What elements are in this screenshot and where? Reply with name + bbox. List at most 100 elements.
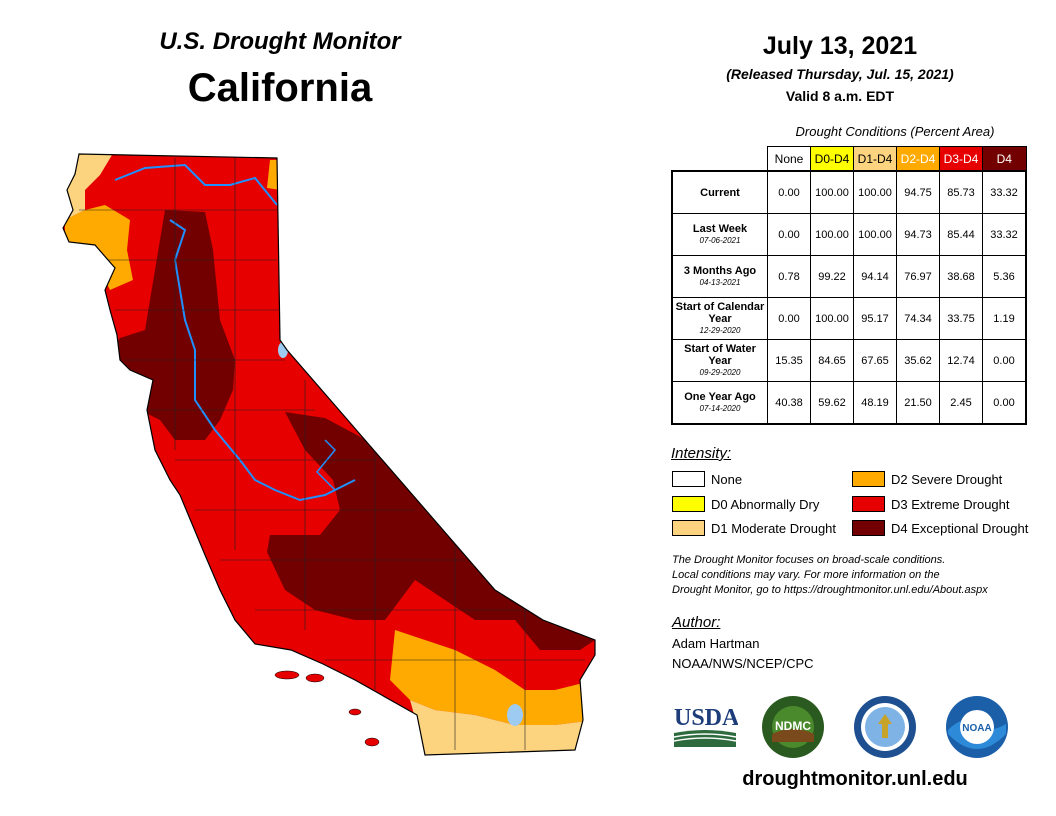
state-title: California: [187, 66, 373, 110]
legend-swatch: [672, 471, 705, 487]
legend-title: Intensity:: [671, 445, 732, 462]
table-row: Start of Water Year 09-29-2020 15.35 84.6…: [671, 339, 1027, 382]
table-cell: 100.00: [853, 170, 897, 214]
table-cell: 15.35: [767, 339, 811, 382]
disclaimer-note: The Drought Monitor focuses on broad-sca…: [672, 553, 1042, 598]
legend-item-d3: D3 Extreme Drought: [852, 494, 1010, 514]
table-cell: 0.00: [767, 170, 811, 214]
table-cell: 5.36: [982, 255, 1027, 298]
legend-label: D1 Moderate Drought: [711, 520, 837, 536]
table-cell: 59.62: [810, 381, 854, 425]
legend-item-d4: D4 Exceptional Drought: [852, 518, 1028, 538]
table-cell: 35.62: [896, 339, 940, 382]
row-label-text: Last Week: [692, 222, 748, 235]
legend-swatch: [672, 496, 705, 512]
row-date: 04-13-2021: [699, 277, 741, 287]
table-cell: 33.32: [982, 170, 1027, 214]
legend-item-d0: D0 Abnormally Dry: [672, 494, 819, 514]
note-line: Local conditions may vary. For more info…: [672, 569, 940, 581]
table-cell: 12.74: [939, 339, 983, 382]
legend-label: D2 Severe Drought: [891, 471, 1003, 487]
row-date: 07-14-2020: [699, 403, 741, 413]
channel-island: [305, 673, 325, 683]
row-date: 09-29-2020: [699, 367, 741, 377]
legend-label: D4 Exceptional Drought: [891, 520, 1029, 536]
table-cell: 33.75: [939, 297, 983, 340]
channel-island: [348, 708, 362, 716]
table-cell: 84.65: [810, 339, 854, 382]
author-organization: NOAA/NWS/NCEP/CPC: [672, 656, 814, 671]
website-url[interactable]: droughtmonitor.unl.edu: [742, 768, 968, 790]
table-cell: 100.00: [810, 213, 854, 256]
row-label: Start of Calendar Year 12-29-2020: [671, 297, 768, 340]
table-caption: Drought Conditions (Percent Area): [795, 124, 995, 139]
d2-severe-region-south: [390, 630, 595, 725]
table-row: One Year Ago 07-14-2020 40.38 59.62 48.19…: [671, 381, 1027, 425]
table-cell: 2.45: [939, 381, 983, 425]
column-header: D4: [982, 146, 1027, 172]
usda-logo-text: USDA: [674, 705, 738, 731]
document-title: U.S. Drought Monitor: [159, 28, 401, 55]
table-cell: 99.22: [810, 255, 854, 298]
row-label-text: 3 Months Ago: [683, 264, 757, 277]
table-row: 3 Months Ago 04-13-2021 0.78 99.22 94.14 …: [671, 255, 1027, 298]
row-label: One Year Ago 07-14-2020: [671, 381, 768, 425]
table-cell: 100.00: [810, 297, 854, 340]
legend-item-d1: D1 Moderate Drought: [672, 518, 836, 538]
california-drought-map: [62, 153, 596, 756]
column-header: D1-D4: [853, 146, 897, 172]
table-cell: 100.00: [853, 213, 897, 256]
table-cell: 85.73: [939, 170, 983, 214]
row-date: 07-06-2021: [699, 235, 741, 245]
noaa-logo-text: NOAA: [962, 723, 991, 734]
row-date: 12-29-2020: [699, 325, 741, 335]
row-label-text: Current: [700, 186, 740, 199]
noaa-logo: NOAA: [946, 696, 1008, 758]
row-label-text: Start of Calendar Year: [675, 300, 765, 325]
table-cell: 1.19: [982, 297, 1027, 340]
klamath-river: [114, 163, 278, 206]
author-name: Adam Hartman: [672, 636, 760, 651]
legend-swatch: [852, 496, 885, 512]
table-cell: 40.38: [767, 381, 811, 425]
table-cell: 100.00: [810, 170, 854, 214]
column-header: D3-D4: [939, 146, 983, 172]
map-date: July 13, 2021: [762, 32, 918, 60]
table-cell: 94.73: [896, 213, 940, 256]
column-header: None: [767, 146, 811, 172]
table-row: Last Week 07-06-2021 0.00 100.00 100.00 9…: [671, 213, 1027, 256]
row-label: Last Week 07-06-2021: [671, 213, 768, 256]
usda-logo: USDA: [673, 705, 738, 747]
table-cell: 0.00: [982, 339, 1027, 382]
table-cell: 85.44: [939, 213, 983, 256]
legend-label: D0 Abnormally Dry: [711, 496, 820, 512]
table-header-row: None D0-D4 D1-D4 D2-D4 D3-D4 D4: [672, 146, 1027, 172]
release-date: (Released Thursday, Jul. 15, 2021): [726, 66, 954, 82]
table-cell: 94.75: [896, 170, 940, 214]
note-line: Drought Monitor, go to https://droughtmo…: [672, 584, 988, 596]
row-label: 3 Months Ago 04-13-2021: [671, 255, 768, 298]
table-cell: 21.50: [896, 381, 940, 425]
column-header: D2-D4: [896, 146, 940, 172]
table-cell: 48.19: [853, 381, 897, 425]
legend-label: D3 Extreme Drought: [891, 496, 1010, 512]
table-cell: 0.00: [982, 381, 1027, 425]
row-label-text: One Year Ago: [684, 390, 756, 403]
table-row: Current 0.00 100.00 100.00 94.75 85.73 3…: [671, 170, 1027, 214]
table-cell: 0.00: [767, 213, 811, 256]
legend-swatch: [852, 471, 885, 487]
row-label: Start of Water Year 09-29-2020: [671, 339, 768, 382]
table-cell: 95.17: [853, 297, 897, 340]
row-label-text: Start of Water Year: [684, 342, 756, 367]
channel-island: [274, 670, 300, 680]
table-corner-cell: [672, 147, 768, 172]
tributary-river: [315, 439, 337, 491]
table-cell: 94.14: [853, 255, 897, 298]
table-cell: 0.78: [767, 255, 811, 298]
table-cell: 74.34: [896, 297, 940, 340]
salton-sea: [507, 704, 523, 726]
table-cell: 0.00: [767, 297, 811, 340]
legend-item-none: None: [672, 469, 742, 489]
row-label: Current: [671, 170, 768, 214]
legend-swatch: [672, 520, 705, 536]
